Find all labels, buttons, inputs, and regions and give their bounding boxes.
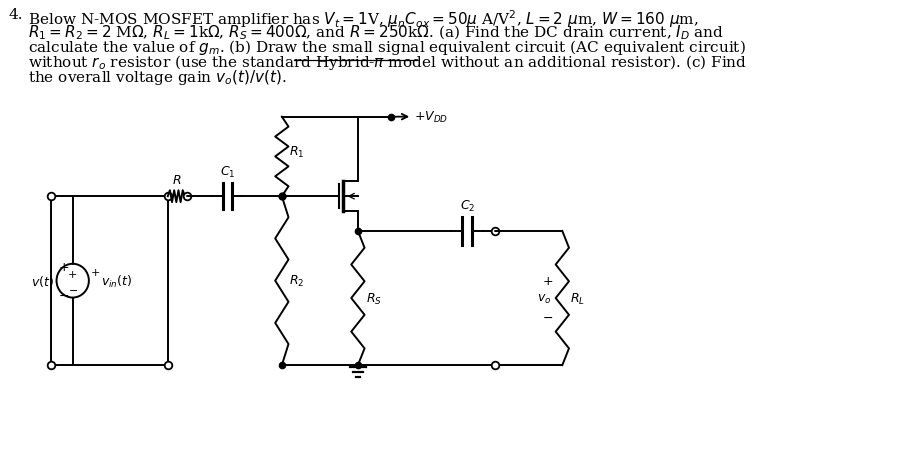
- Text: $C_1$: $C_1$: [220, 165, 235, 180]
- Text: $-$: $-$: [542, 310, 553, 323]
- Text: $v_o$: $v_o$: [537, 292, 551, 305]
- Text: $R_2$: $R_2$: [290, 273, 305, 289]
- Text: $R_S$: $R_S$: [365, 291, 382, 306]
- Text: without $r_o$ resistor (use the standard Hybrid-$\pi$ model without an additiona: without $r_o$ resistor (use the standard…: [28, 53, 747, 72]
- Text: +: +: [68, 269, 78, 279]
- Text: $R_L$: $R_L$: [570, 291, 585, 306]
- Text: $-$: $-$: [68, 283, 78, 293]
- Text: 4.: 4.: [9, 8, 23, 22]
- Text: $-$: $-$: [59, 289, 69, 301]
- Text: +: +: [542, 274, 553, 287]
- Text: calculate the value of $g_m$. (b) Draw the small signal equivalent circuit (AC e: calculate the value of $g_m$. (b) Draw t…: [28, 38, 746, 57]
- Text: $C_2$: $C_2$: [460, 198, 475, 214]
- Text: $v_{in}(t)$: $v_{in}(t)$: [101, 273, 133, 289]
- Text: $R_1=R_2=2$ M$\Omega$, $R_L=1$k$\Omega$, $R_S=400\Omega$, and $R=250$k$\Omega$. : $R_1=R_2=2$ M$\Omega$, $R_L=1$k$\Omega$,…: [28, 23, 724, 41]
- Text: $R$: $R$: [171, 174, 181, 187]
- Text: $v(t)$: $v(t)$: [31, 274, 54, 289]
- Text: Below N-MOS MOSFET amplifier has $V_t = 1$V, $\mu_n C_{ox} = 50\mu$ A/V$^2$, $L : Below N-MOS MOSFET amplifier has $V_t = …: [28, 8, 699, 30]
- Text: $R_1$: $R_1$: [290, 145, 305, 160]
- Text: the overall voltage gain $v_o(t)/v(t)$.: the overall voltage gain $v_o(t)/v(t)$.: [28, 68, 287, 87]
- Text: +: +: [59, 261, 69, 274]
- Text: +: +: [91, 267, 100, 277]
- Text: $+V_{DD}$: $+V_{DD}$: [414, 110, 448, 125]
